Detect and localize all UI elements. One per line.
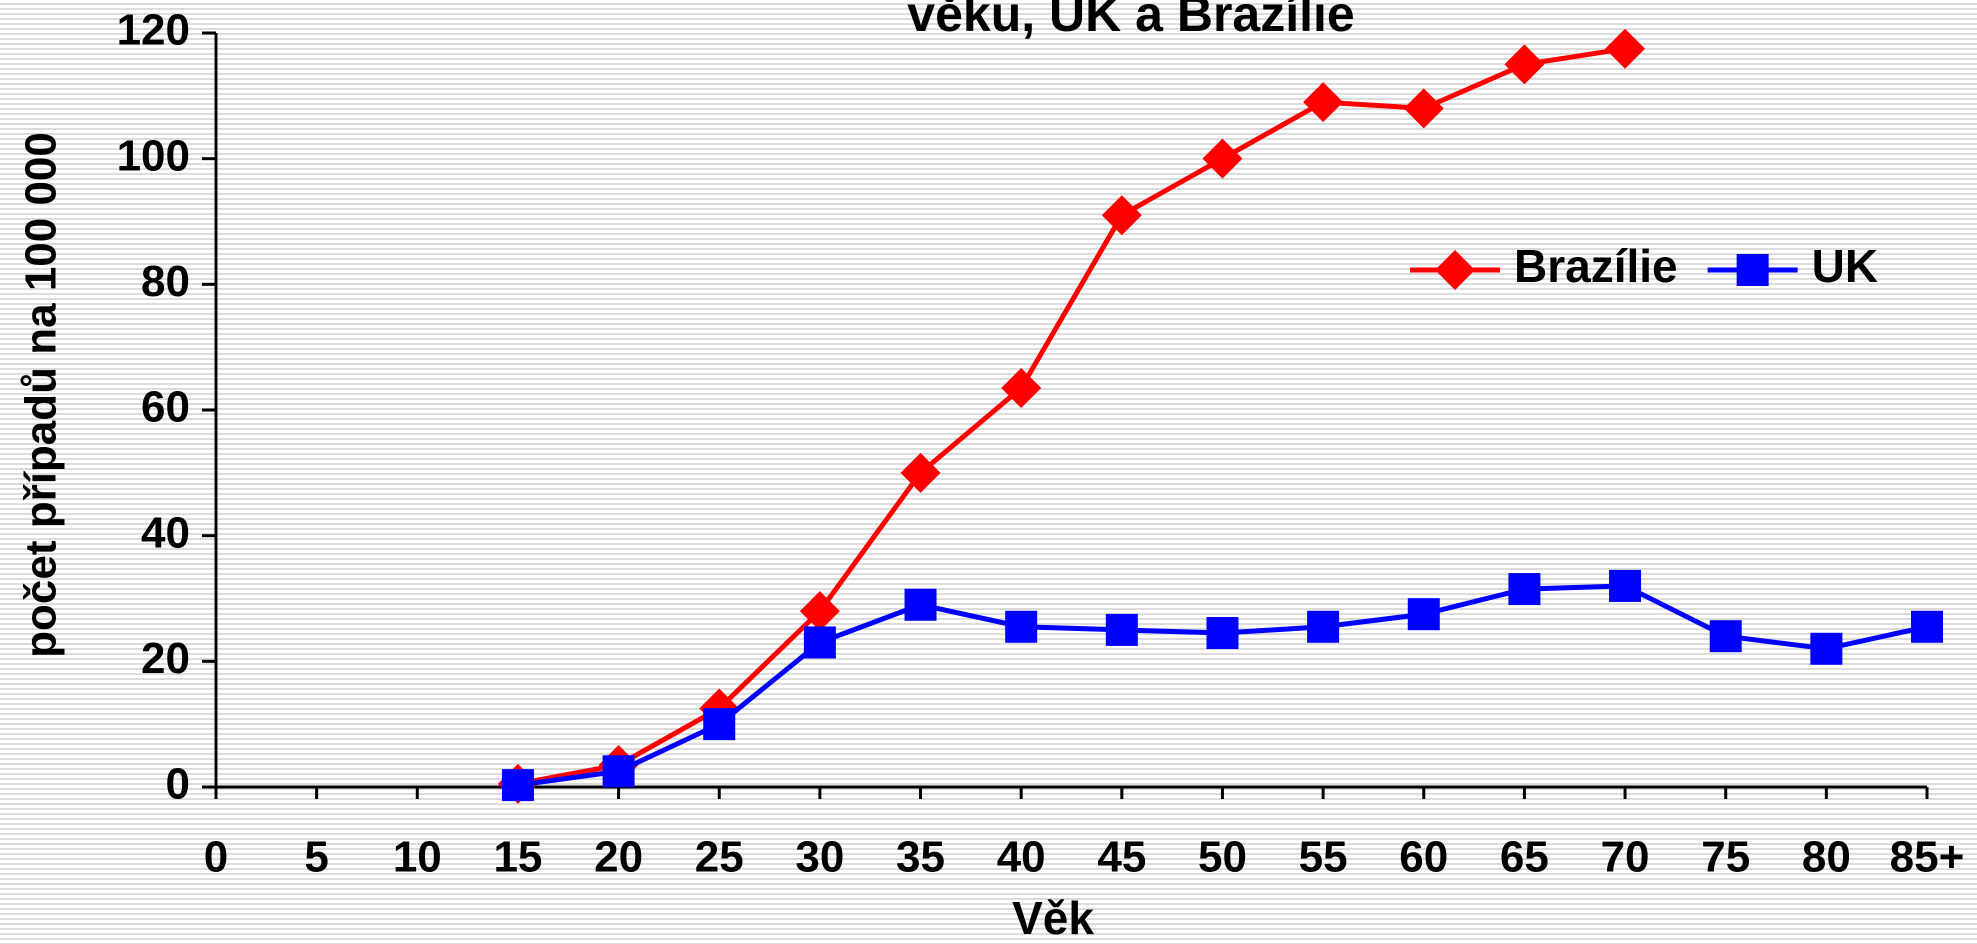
x-tick-label: 80 xyxy=(1802,833,1851,882)
data-point xyxy=(1001,368,1042,409)
data-point xyxy=(703,708,736,741)
data-point xyxy=(1105,613,1138,646)
x-tick-label: 45 xyxy=(1097,833,1146,882)
data-point xyxy=(1303,82,1344,123)
data-point xyxy=(799,591,840,632)
data-point xyxy=(803,626,836,659)
y-tick-label: 80 xyxy=(141,257,190,306)
data-point xyxy=(1609,569,1642,602)
chart-title: věku, UK a Brazílie xyxy=(907,0,1354,42)
data-point xyxy=(904,588,937,621)
data-point xyxy=(1101,195,1142,236)
legend-marker xyxy=(1736,254,1769,286)
data-point xyxy=(1407,598,1440,631)
x-tick-label: 50 xyxy=(1198,833,1247,882)
legend-marker xyxy=(1435,250,1475,290)
data-point xyxy=(1206,617,1239,650)
data-point xyxy=(1202,138,1243,179)
series-line xyxy=(517,46,1626,787)
x-tick-label: 20 xyxy=(594,833,643,882)
y-tick-label: 0 xyxy=(166,760,190,809)
data-point xyxy=(1403,88,1444,129)
data-point xyxy=(1508,573,1541,606)
y-tick-label: 120 xyxy=(117,6,190,55)
x-tick-label: 30 xyxy=(795,833,844,882)
legend-label: Brazílie xyxy=(1514,240,1678,292)
data-point xyxy=(1911,610,1943,643)
x-tick-label: 85+ xyxy=(1890,833,1965,882)
x-tick-label: 55 xyxy=(1299,833,1348,882)
x-axis-label: Věk xyxy=(1012,892,1094,944)
data-point xyxy=(501,769,534,802)
x-tick-label: 70 xyxy=(1601,833,1650,882)
data-point xyxy=(1504,44,1545,85)
data-point xyxy=(1307,610,1340,643)
data-point xyxy=(602,755,635,788)
data-point xyxy=(1005,610,1038,643)
x-tick-label: 0 xyxy=(204,833,228,882)
legend-label: UK xyxy=(1812,240,1878,292)
x-tick-label: 35 xyxy=(896,833,945,882)
x-tick-label: 60 xyxy=(1399,833,1448,882)
y-tick-label: 40 xyxy=(141,508,190,557)
x-tick-label: 15 xyxy=(493,833,542,882)
data-point xyxy=(1810,632,1843,665)
x-tick-label: 10 xyxy=(393,833,442,882)
x-tick-label: 5 xyxy=(304,833,328,882)
y-tick-label: 60 xyxy=(141,383,190,432)
data-point xyxy=(1709,620,1742,653)
y-tick-label: 20 xyxy=(141,634,190,683)
y-tick-label: 100 xyxy=(117,131,190,180)
series-line xyxy=(517,583,1928,788)
x-tick-label: 65 xyxy=(1500,833,1549,882)
data-point xyxy=(900,452,941,493)
x-tick-label: 75 xyxy=(1701,833,1750,882)
x-tick-label: 25 xyxy=(695,833,744,882)
x-tick-label: 40 xyxy=(997,833,1046,882)
y-axis-label: počet případů na 100 000 xyxy=(17,132,66,658)
data-point xyxy=(1605,28,1646,69)
